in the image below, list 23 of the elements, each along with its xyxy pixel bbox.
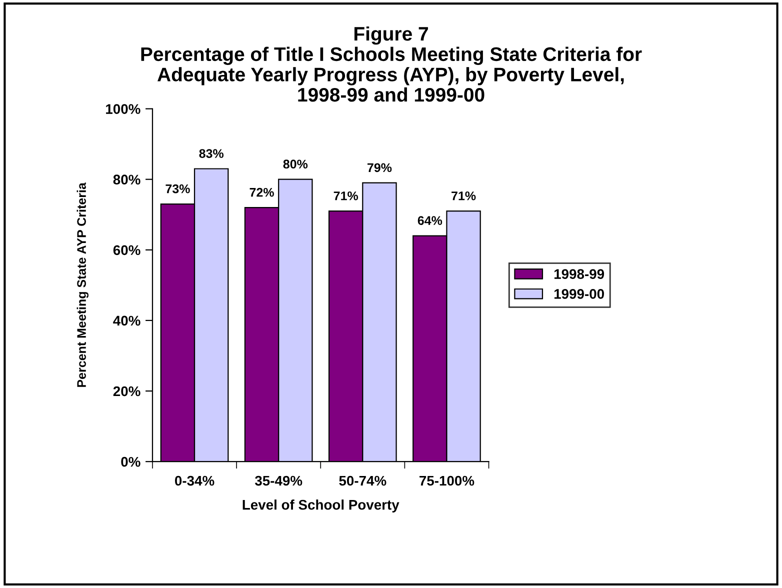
y-tick-label: 60% xyxy=(113,245,140,256)
data-label: 71% xyxy=(334,191,358,200)
x-tick-label: 50-74% xyxy=(339,476,386,486)
y-axis-title: Percent Meeting State AYP Criteria xyxy=(76,182,88,387)
x-axis-title: Level of School Poverty xyxy=(242,500,400,512)
legend-label: 1999-00 xyxy=(554,289,604,299)
data-label: 64% xyxy=(418,216,442,225)
data-label: 73% xyxy=(166,184,190,194)
x-tick-label: 35-49% xyxy=(254,476,302,486)
x-tick-label: 75-100% xyxy=(420,476,474,486)
data-label: 83% xyxy=(199,149,224,158)
y-tick-label: 100% xyxy=(106,104,140,114)
legend-label: 1998-99 xyxy=(554,269,604,279)
chart-title: Figure 7 Percentage of Title I Schools Meeting State Criteria for Adequate Yearly Progress (AYP), by Poverty Level, 1998-99 and 1999-00 xyxy=(141,26,642,102)
data-label: 72% xyxy=(250,188,274,197)
data-label: 80% xyxy=(283,160,308,169)
y-tick-label: 0% xyxy=(121,456,140,467)
y-tick-label: 20% xyxy=(113,386,140,396)
y-tick-label: 80% xyxy=(113,174,140,185)
data-label: 79% xyxy=(367,163,392,172)
y-tick-label: 40% xyxy=(113,316,140,326)
data-label: 71% xyxy=(452,191,476,200)
x-tick-label: 0-34% xyxy=(175,476,214,486)
